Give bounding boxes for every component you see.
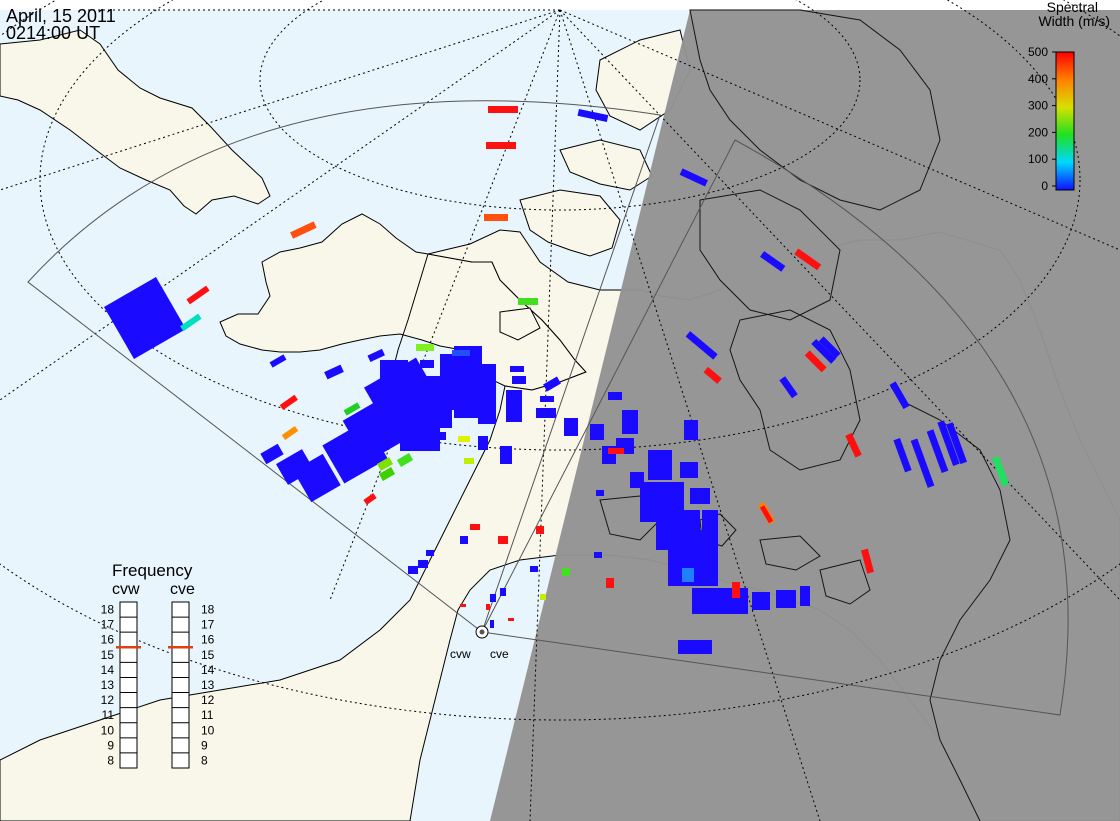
frequency-scale-label: 15 (201, 648, 215, 662)
land-siberia (0, 29, 271, 215)
colorbar-tick-label: 200 (1028, 125, 1048, 139)
frequency-scale-label: 16 (201, 633, 215, 647)
frequency-scale-label: 9 (201, 738, 208, 752)
frequency-scale-label: 10 (201, 723, 215, 737)
frequency-scale-label: 17 (101, 618, 115, 632)
frequency-scale-label: 16 (101, 633, 115, 647)
colorbar-tick-label: 300 (1028, 99, 1048, 113)
radar-sites: cvw cve (450, 625, 509, 661)
colorbar-tick-label: 500 (1028, 45, 1048, 59)
radar-label-cvw: cvw (450, 647, 471, 661)
frequency-scale-label: 18 (201, 603, 215, 617)
colorbar-title-line2: Width (m/s) (1038, 13, 1110, 29)
land-arctic-islands (519, 189, 621, 257)
spectral-width-colorbar: Spectral Width (m/s) 500 400 300 200 100 0 (1028, 0, 1110, 193)
night-terminator (490, 10, 1120, 821)
frequency-scale-label: 15 (101, 648, 115, 662)
radar-fov-outlines (27, 100, 1069, 716)
frequency-scale-label: 13 (201, 678, 215, 692)
fov-cve (481, 139, 1069, 716)
colorbar-tick-label: 100 (1028, 152, 1048, 166)
frequency-scale-label: 8 (107, 753, 114, 767)
frequency-radar-cvw: cvw (112, 581, 140, 598)
radar-label-cve: cve (490, 647, 509, 661)
frequency-scale-label: 12 (201, 693, 215, 707)
frequency-radar-cve: cve (170, 581, 195, 598)
frequency-scale-label: 18 (101, 603, 115, 617)
frequency-scale-label: 17 (201, 618, 215, 632)
frequency-title: Frequency (112, 561, 193, 580)
colorbar-title-line1: Spectral (1047, 0, 1098, 15)
frequency-scale-label: 12 (101, 693, 115, 707)
header-date: April, 15 2011 (6, 6, 116, 26)
header-time: 0214:00 UT (6, 23, 101, 43)
scatter-cells (104, 106, 1009, 654)
frequency-scale-label: 14 (201, 663, 215, 677)
frequency-scale-label: 9 (107, 738, 114, 752)
frequency-scale-label: 11 (102, 708, 115, 722)
colorbar-tick-label: 0 (1041, 179, 1048, 193)
fov-cvw (27, 100, 661, 633)
frequency-scale-label: 10 (101, 723, 115, 737)
colorbar-tick-label: 400 (1028, 72, 1048, 86)
frequency-scale-label: 13 (101, 678, 115, 692)
frequency-scale-label: 14 (101, 663, 115, 677)
frequency-scale-cvw (119, 601, 138, 769)
frequency-scale-label: 8 (201, 753, 208, 767)
frequency-scale-cve (171, 601, 190, 769)
frequency-scale-label: 11 (201, 708, 214, 722)
